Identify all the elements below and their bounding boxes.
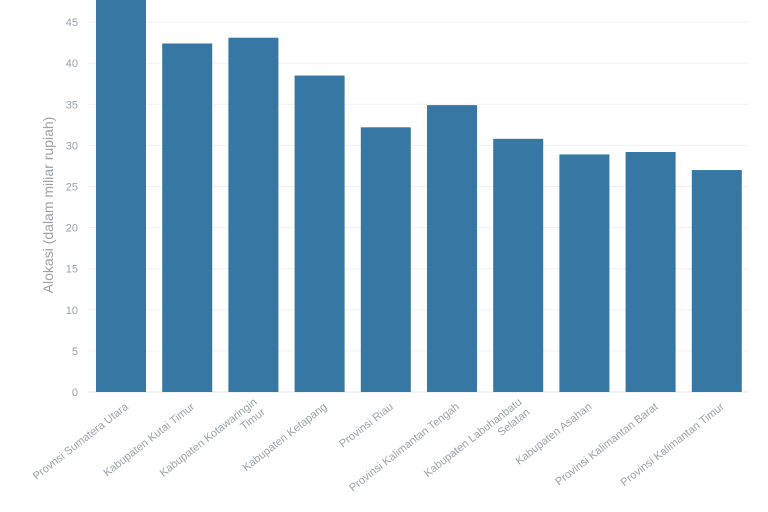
x-tick-label: Kabupaten KotawaringinTimur	[158, 396, 268, 490]
x-tick-label: Provinsi Kalimantan Tengah	[347, 401, 462, 494]
y-tick-label: 5	[72, 346, 78, 358]
y-tick-label: 10	[66, 305, 78, 317]
bar[interactable]	[228, 37, 279, 393]
y-tick-label: 45	[66, 17, 78, 29]
y-tick-label: 25	[66, 182, 78, 194]
x-tick-label: Kabupaten LabuhanbatuSelatan	[422, 396, 532, 490]
y-tick-label: 40	[66, 58, 78, 70]
bars	[96, 0, 742, 393]
bar[interactable]	[625, 151, 676, 392]
bar[interactable]	[360, 127, 411, 392]
bar[interactable]	[559, 154, 610, 392]
bar[interactable]	[493, 138, 544, 392]
y-tick-label: 20	[66, 223, 78, 235]
bar[interactable]	[294, 75, 345, 392]
y-tick-label: 30	[66, 140, 78, 152]
y-axis-title: Alokasi (dalam miliar rupiah)	[40, 117, 56, 294]
bar[interactable]	[96, 0, 146, 393]
y-axis-ticks: 0 5 10 15 20 25 30 35 40 45	[66, 17, 78, 399]
bar[interactable]	[427, 105, 477, 392]
y-tick-label: 15	[66, 264, 78, 276]
y-tick-label: 35	[66, 99, 78, 111]
x-tick-label: Provinsi Riau	[337, 401, 395, 450]
y-tick-label: 0	[72, 387, 78, 399]
bar[interactable]	[691, 170, 742, 392]
bar[interactable]	[162, 43, 213, 393]
